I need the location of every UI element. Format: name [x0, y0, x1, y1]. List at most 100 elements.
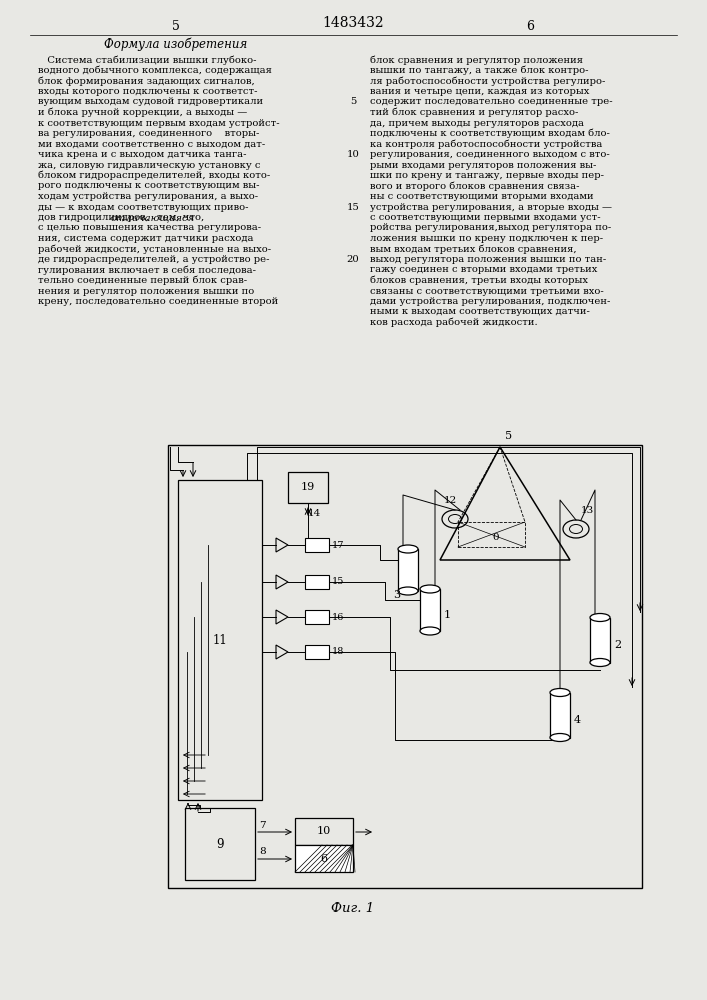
Text: устройства регулирования, а вторые входы —: устройства регулирования, а вторые входы…	[370, 202, 612, 212]
Text: рыми входами регуляторов положения вы-: рыми входами регуляторов положения вы-	[370, 160, 597, 169]
Bar	[398, 549, 418, 591]
Text: 8: 8	[259, 848, 266, 856]
Text: 1483432: 1483432	[322, 16, 384, 30]
Text: и блока ручной коррекции, а выходы —: и блока ручной коррекции, а выходы —	[38, 108, 247, 117]
Text: чика крена и с выходом датчика танга-: чика крена и с выходом датчика танга-	[38, 150, 247, 159]
Text: отличающаяся: отличающаяся	[110, 213, 194, 222]
Text: блок формирования задающих сигналов,: блок формирования задающих сигналов,	[38, 76, 255, 86]
Text: 15: 15	[332, 578, 344, 586]
Text: ройства регулирования,выход регулятора по-: ройства регулирования,выход регулятора п…	[370, 224, 612, 232]
Text: 3: 3	[393, 590, 400, 600]
Text: входы которого подключены к соответст-: входы которого подключены к соответст-	[38, 87, 257, 96]
Text: тий блок сравнения и регулятор расхо-: тий блок сравнения и регулятор расхо-	[370, 108, 578, 117]
Text: водного добычного комплекса, содержащая: водного добычного комплекса, содержащая	[38, 66, 272, 75]
Text: 17: 17	[332, 540, 344, 550]
Text: 6: 6	[526, 19, 534, 32]
Text: 14: 14	[308, 508, 321, 518]
Text: вания и четыре цепи, каждая из которых: вания и четыре цепи, каждая из которых	[370, 87, 590, 96]
Text: нения и регулятор положения вышки по: нения и регулятор положения вышки по	[38, 286, 255, 296]
Text: 13: 13	[581, 506, 595, 515]
Text: 12: 12	[443, 496, 457, 505]
Text: ды — к входам соответствующих приво-: ды — к входам соответствующих приво-	[38, 202, 248, 212]
Text: 10: 10	[317, 826, 331, 836]
Text: жа, силовую гидравлическую установку с: жа, силовую гидравлическую установку с	[38, 160, 260, 169]
Text: 2: 2	[614, 640, 621, 650]
Ellipse shape	[420, 585, 440, 593]
Text: подключены к соответствующим входам бло-: подключены к соответствующим входам бло-	[370, 129, 610, 138]
Text: содержит последовательно соединенные тре-: содержит последовательно соединенные тре…	[370, 98, 613, 106]
Ellipse shape	[590, 658, 610, 666]
Text: вым входам третьих блоков сравнения,: вым входам третьих блоков сравнения,	[370, 244, 577, 254]
Bar	[305, 575, 329, 589]
Text: рого подключены к соответствующим вы-: рого подключены к соответствующим вы-	[38, 182, 259, 190]
Text: блоков сравнения, третьи входы которых: блоков сравнения, третьи входы которых	[370, 276, 588, 285]
Bar	[305, 645, 329, 659]
Text: ля работоспособности устройства регулиро-: ля работоспособности устройства регулиро…	[370, 76, 605, 86]
Text: вующим выходам судовой гидровертикали: вующим выходам судовой гидровертикали	[38, 98, 263, 106]
Text: 9: 9	[216, 838, 223, 850]
Text: 19: 19	[301, 483, 315, 492]
Ellipse shape	[398, 587, 418, 595]
Bar	[178, 480, 262, 800]
Bar	[288, 472, 328, 503]
Text: с целью повышения качества регулирова-: с целью повышения качества регулирова-	[38, 224, 261, 232]
Bar	[168, 445, 642, 888]
Ellipse shape	[590, 613, 610, 621]
Text: шки по крену и тангажу, первые входы пер-: шки по крену и тангажу, первые входы пер…	[370, 171, 604, 180]
Text: регулирования, соединенного выходом с вто-: регулирования, соединенного выходом с вт…	[370, 150, 609, 159]
Text: 5: 5	[172, 19, 180, 32]
Bar	[590, 617, 610, 662]
Text: 18: 18	[332, 648, 344, 656]
Text: к соответствующим первым входам устройст-: к соответствующим первым входам устройст…	[38, 118, 280, 127]
Text: 0: 0	[492, 534, 498, 542]
Text: блок сравнения и регулятор положения: блок сравнения и регулятор положения	[370, 55, 583, 65]
Text: крену, последовательно соединенные второй: крену, последовательно соединенные второ…	[38, 297, 279, 306]
Text: ходам устройства регулирования, а выхо-: ходам устройства регулирования, а выхо-	[38, 192, 258, 201]
Bar	[295, 818, 353, 845]
Ellipse shape	[420, 627, 440, 635]
Text: рабочей жидкости, установленные на выхо-: рабочей жидкости, установленные на выхо-	[38, 244, 271, 254]
Text: ка контроля работоспособности устройства: ка контроля работоспособности устройства	[370, 139, 602, 149]
Bar	[420, 589, 440, 631]
Text: 1: 1	[444, 610, 451, 620]
Text: Система стабилизации вышки глубоко-: Система стабилизации вышки глубоко-	[38, 55, 257, 65]
Text: 5: 5	[505, 431, 512, 441]
Text: 6: 6	[320, 854, 327, 863]
Text: гулирования включает в себя последова-: гулирования включает в себя последова-	[38, 265, 256, 275]
Text: ми входами соответственно с выходом дат-: ми входами соответственно с выходом дат-	[38, 139, 265, 148]
Text: 4: 4	[574, 715, 581, 725]
Text: 16: 16	[332, 612, 344, 621]
Text: вого и второго блоков сравнения связа-: вого и второго блоков сравнения связа-	[370, 181, 580, 191]
Bar	[305, 610, 329, 624]
Text: выход регулятора положения вышки по тан-: выход регулятора положения вышки по тан-	[370, 255, 606, 264]
Text: 5: 5	[350, 98, 356, 106]
Ellipse shape	[550, 688, 570, 696]
Text: тем, что,: тем, что,	[154, 213, 204, 222]
Text: ными к выходам соответствующих датчи-: ными к выходам соответствующих датчи-	[370, 308, 590, 316]
Text: тельно соединенные первый блок срав-: тельно соединенные первый блок срав-	[38, 276, 247, 285]
Text: ва регулирования, соединенного    вторы-: ва регулирования, соединенного вторы-	[38, 129, 259, 138]
Text: 11: 11	[213, 634, 228, 647]
Text: 15: 15	[346, 202, 359, 212]
Text: де гидрораспределителей, а устройство ре-: де гидрораспределителей, а устройство ре…	[38, 255, 269, 264]
Text: дами устройства регулирования, подключен-: дами устройства регулирования, подключен…	[370, 297, 610, 306]
Text: гажу соединен с вторыми входами третьих: гажу соединен с вторыми входами третьих	[370, 265, 597, 274]
Bar	[305, 538, 329, 552]
Text: с соответствующими первыми входами уст-: с соответствующими первыми входами уст-	[370, 213, 601, 222]
Bar	[295, 845, 353, 872]
Bar	[185, 808, 255, 880]
Text: ны с соответствующими вторыми входами: ны с соответствующими вторыми входами	[370, 192, 594, 201]
Ellipse shape	[550, 734, 570, 742]
Text: 7: 7	[259, 820, 266, 830]
Text: Фиг. 1: Фиг. 1	[332, 902, 375, 914]
Text: дов гидроцилиндров,: дов гидроцилиндров,	[38, 213, 152, 222]
Text: 10: 10	[346, 150, 359, 159]
Text: вышки по тангажу, а также блок контро-: вышки по тангажу, а также блок контро-	[370, 66, 588, 75]
Text: связаны с соответствующими третьими вхо-: связаны с соответствующими третьими вхо-	[370, 286, 604, 296]
Text: 20: 20	[346, 255, 359, 264]
Bar	[550, 692, 570, 738]
Text: ния, система содержит датчики расхода: ния, система содержит датчики расхода	[38, 234, 254, 243]
Text: да, причем выходы регуляторов расхода: да, причем выходы регуляторов расхода	[370, 118, 584, 127]
Text: блоком гидрораспределителей, входы кото-: блоком гидрораспределителей, входы кото-	[38, 171, 270, 180]
Text: ложения вышки по крену подключен к пер-: ложения вышки по крену подключен к пер-	[370, 234, 603, 243]
